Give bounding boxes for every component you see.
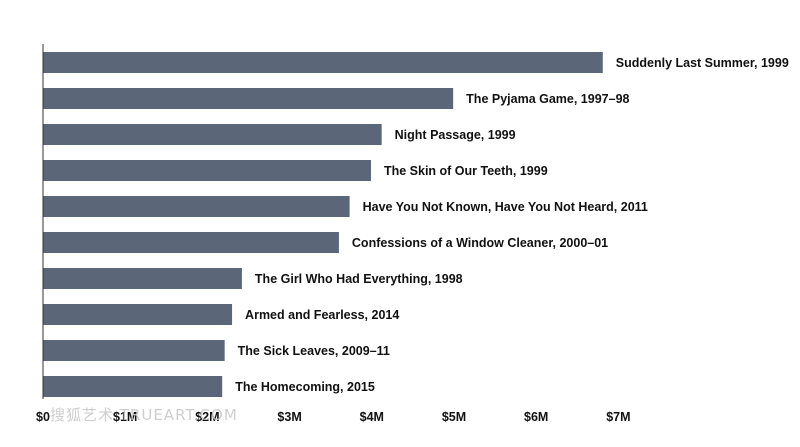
x-tick-label: $6M bbox=[524, 410, 548, 424]
bar bbox=[43, 88, 454, 109]
x-tick-label: $7M bbox=[606, 410, 630, 424]
bar bbox=[43, 268, 242, 289]
bar-label: The Skin of Our Teeth, 1999 bbox=[384, 164, 548, 178]
x-tick-label: $1M bbox=[113, 410, 137, 424]
x-tick-label: $5M bbox=[442, 410, 466, 424]
bar bbox=[43, 160, 371, 181]
bar-label: The Sick Leaves, 2009–11 bbox=[238, 344, 390, 358]
bar-label: The Pyjama Game, 1997–98 bbox=[466, 92, 629, 106]
bar-labels-group: Suddenly Last Summer, 1999 The Pyjama Gam… bbox=[235, 56, 789, 394]
x-tick-label: $0 bbox=[36, 410, 50, 424]
bar-label: Night Passage, 1999 bbox=[395, 128, 516, 142]
bar-label: The Girl Who Had Everything, 1998 bbox=[255, 272, 463, 286]
bar bbox=[43, 232, 339, 253]
bar-label: Suddenly Last Summer, 1999 bbox=[616, 56, 789, 70]
bar bbox=[43, 52, 603, 73]
bar-label: Armed and Fearless, 2014 bbox=[245, 308, 399, 322]
x-tick-label: $3M bbox=[277, 410, 301, 424]
bar-label: The Homecoming, 2015 bbox=[235, 380, 375, 394]
bars-group bbox=[43, 52, 603, 397]
bar bbox=[43, 196, 350, 217]
bar-label: Confessions of a Window Cleaner, 2000–01 bbox=[352, 236, 608, 250]
bar bbox=[43, 376, 223, 397]
x-tick-labels-group: $0 $1M $2M $3M $4M $5M $6M $7M bbox=[36, 410, 631, 424]
x-tick-label: $2M bbox=[195, 410, 219, 424]
bar bbox=[43, 340, 225, 361]
bar bbox=[43, 124, 382, 145]
bar bbox=[43, 304, 233, 325]
x-tick-label: $4M bbox=[360, 410, 384, 424]
watermark: 搜狐艺术 TRUEART.COM bbox=[50, 406, 238, 424]
bar-label: Have You Not Known, Have You Not Heard, … bbox=[363, 200, 648, 214]
